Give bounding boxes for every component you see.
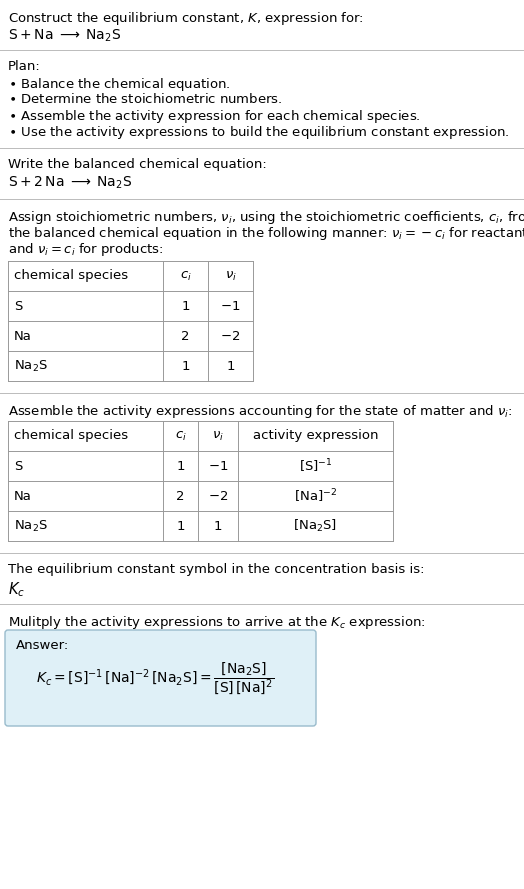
Text: 1: 1 (181, 300, 190, 313)
Text: S: S (14, 300, 23, 313)
Text: Write the balanced chemical equation:: Write the balanced chemical equation: (8, 158, 267, 171)
Text: $\bullet$ Use the activity expressions to build the equilibrium constant express: $\bullet$ Use the activity expressions t… (8, 124, 509, 141)
Text: Assign stoichiometric numbers, $\nu_i$, using the stoichiometric coefficients, $: Assign stoichiometric numbers, $\nu_i$, … (8, 209, 524, 226)
Text: 1: 1 (176, 460, 185, 472)
Text: chemical species: chemical species (14, 429, 128, 443)
Text: Answer:: Answer: (16, 639, 69, 652)
Text: $-1$: $-1$ (208, 460, 228, 472)
Text: $\mathrm{Na_2S}$: $\mathrm{Na_2S}$ (14, 518, 48, 533)
Text: $c_i$: $c_i$ (174, 429, 187, 443)
Text: activity expression: activity expression (253, 429, 378, 443)
Text: $\bullet$ Assemble the activity expression for each chemical species.: $\bullet$ Assemble the activity expressi… (8, 108, 421, 125)
Text: Construct the equilibrium constant, $K$, expression for:: Construct the equilibrium constant, $K$,… (8, 10, 364, 27)
Text: $\mathrm{S + 2\,Na} \;\longrightarrow\; \mathrm{Na_2S}$: $\mathrm{S + 2\,Na} \;\longrightarrow\; … (8, 175, 132, 191)
Text: $\bullet$ Balance the chemical equation.: $\bullet$ Balance the chemical equation. (8, 76, 231, 93)
Text: $K_c = [\mathrm{S}]^{-1}\,[\mathrm{Na}]^{-2}\,[\mathrm{Na_2S}] = \dfrac{[\mathrm: $K_c = [\mathrm{S}]^{-1}\,[\mathrm{Na}]^… (36, 661, 274, 697)
Text: $\bullet$ Determine the stoichiometric numbers.: $\bullet$ Determine the stoichiometric n… (8, 92, 282, 106)
Text: $\nu_i$: $\nu_i$ (212, 429, 224, 443)
Text: $-2$: $-2$ (221, 330, 241, 342)
Text: $-1$: $-1$ (220, 300, 241, 313)
Text: $1$: $1$ (213, 519, 223, 533)
FancyBboxPatch shape (5, 630, 316, 726)
Text: $-2$: $-2$ (208, 490, 228, 502)
Text: Mulitply the activity expressions to arrive at the $K_c$ expression:: Mulitply the activity expressions to arr… (8, 614, 426, 631)
Bar (8, 421, 393, 541)
Text: $c_i$: $c_i$ (180, 269, 191, 283)
Text: $1$: $1$ (226, 359, 235, 372)
Bar (8, 261, 253, 381)
Text: $[\mathrm{Na}]^{-2}$: $[\mathrm{Na}]^{-2}$ (294, 487, 337, 505)
Text: S: S (14, 460, 23, 472)
Text: chemical species: chemical species (14, 269, 128, 283)
Text: Na: Na (14, 330, 32, 342)
Text: $\mathrm{Na_2S}$: $\mathrm{Na_2S}$ (14, 358, 48, 373)
Text: 1: 1 (176, 519, 185, 533)
Text: $\nu_i$: $\nu_i$ (224, 269, 236, 283)
Text: the balanced chemical equation in the following manner: $\nu_i = -c_i$ for react: the balanced chemical equation in the fo… (8, 225, 524, 242)
Text: $[\mathrm{S}]^{-1}$: $[\mathrm{S}]^{-1}$ (299, 457, 332, 475)
Text: 1: 1 (181, 359, 190, 372)
Text: The equilibrium constant symbol in the concentration basis is:: The equilibrium constant symbol in the c… (8, 563, 424, 576)
Text: $[\mathrm{Na_2S}]$: $[\mathrm{Na_2S}]$ (293, 518, 337, 534)
Text: and $\nu_i = c_i$ for products:: and $\nu_i = c_i$ for products: (8, 241, 163, 258)
Text: Na: Na (14, 490, 32, 502)
Text: Plan:: Plan: (8, 60, 41, 73)
Text: $\mathrm{S + Na} \;\longrightarrow\; \mathrm{Na_2S}$: $\mathrm{S + Na} \;\longrightarrow\; \ma… (8, 28, 121, 44)
Text: 2: 2 (176, 490, 185, 502)
Text: Assemble the activity expressions accounting for the state of matter and $\nu_i$: Assemble the activity expressions accoun… (8, 403, 512, 420)
Text: $K_c$: $K_c$ (8, 580, 25, 598)
Text: 2: 2 (181, 330, 190, 342)
